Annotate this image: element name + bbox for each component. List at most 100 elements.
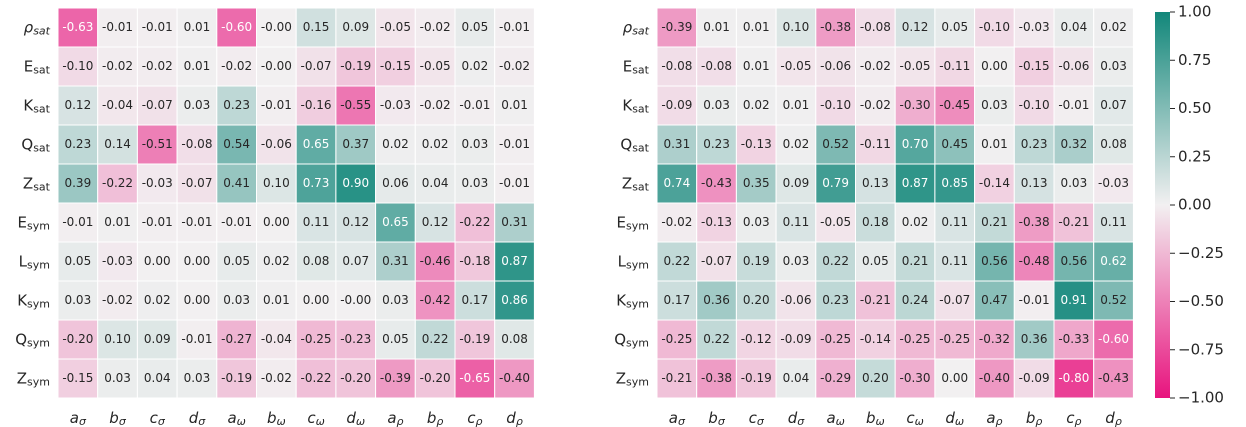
label-subscript: sat bbox=[632, 181, 649, 194]
cell-label: 0.06 bbox=[382, 176, 409, 190]
cell-label: -0.00 bbox=[261, 59, 292, 73]
heatmap-cell bbox=[815, 241, 856, 282]
cell-label: -0.63 bbox=[62, 20, 93, 34]
cell-label: 0.20 bbox=[862, 371, 889, 385]
heatmap-cell bbox=[656, 358, 698, 399]
label-subscript: sym bbox=[626, 259, 649, 272]
label-subscript: σ bbox=[119, 415, 127, 427]
cell-label: -0.14 bbox=[979, 176, 1010, 190]
label-subscript: sat bbox=[33, 181, 50, 194]
cell-label: 0.87 bbox=[501, 254, 528, 268]
cell-label: 0.01 bbox=[981, 137, 1008, 151]
heatmap-cell bbox=[855, 46, 896, 87]
heatmap-cell bbox=[57, 358, 99, 399]
cell-label: 0.13 bbox=[1021, 176, 1048, 190]
axis-label: Esym bbox=[18, 213, 50, 233]
label-subscript: ω bbox=[836, 415, 845, 427]
cell-label: -0.43 bbox=[1098, 371, 1129, 385]
cell-label: -0.08 bbox=[661, 59, 692, 73]
heatmap-cell bbox=[934, 163, 976, 204]
label-subscript: ρ bbox=[436, 415, 443, 427]
heatmap-cell bbox=[256, 241, 297, 282]
heatmap-cell bbox=[494, 7, 535, 48]
axis-label: bσ bbox=[708, 409, 726, 427]
cell-label: 0.00 bbox=[184, 293, 211, 307]
cell-label: -0.07 bbox=[701, 254, 732, 268]
heatmap-cell bbox=[656, 46, 698, 87]
label-symbol: K bbox=[17, 291, 28, 309]
heatmap-cell bbox=[735, 280, 777, 321]
label-subscript: sym bbox=[626, 220, 649, 233]
cell-label: -0.60 bbox=[221, 20, 252, 34]
cell-label: 0.24 bbox=[902, 293, 929, 307]
cell-label: 0.04 bbox=[1060, 20, 1087, 34]
cell-label: -0.38 bbox=[701, 371, 732, 385]
axis-label: Lsym bbox=[618, 252, 649, 272]
heatmap-cell bbox=[494, 358, 535, 399]
heatmap-cell bbox=[1053, 280, 1095, 321]
cell-label: -0.02 bbox=[221, 59, 252, 73]
heatmap-cell bbox=[216, 163, 258, 204]
label-symbol: b bbox=[708, 409, 718, 427]
cell-label: 0.03 bbox=[64, 293, 91, 307]
heatmap-cell bbox=[454, 85, 496, 126]
label-symbol: Q bbox=[21, 135, 33, 153]
label-subscript: σ bbox=[198, 415, 206, 427]
label-symbol: Q bbox=[15, 330, 27, 348]
cell-label: -0.02 bbox=[661, 215, 692, 229]
label-symbol: d bbox=[506, 409, 516, 427]
cell-label: 0.03 bbox=[184, 98, 211, 112]
cell-label: 0.12 bbox=[902, 20, 929, 34]
cell-label: -0.02 bbox=[420, 98, 451, 112]
label-symbol: ρ bbox=[24, 18, 34, 36]
cell-label: 0.70 bbox=[902, 137, 929, 151]
label-subscript: sym bbox=[626, 376, 649, 389]
heatmap-cell bbox=[97, 7, 138, 48]
axis-label: Zsat bbox=[622, 174, 650, 194]
cell-label: -0.13 bbox=[701, 215, 732, 229]
cell-label: 0.56 bbox=[1060, 254, 1087, 268]
colorbar-tick-label: 0.50 bbox=[1178, 99, 1211, 117]
heatmap-cell bbox=[494, 46, 535, 87]
heatmap-cell bbox=[256, 46, 297, 87]
cell-label: -0.01 bbox=[221, 215, 252, 229]
axis-label: Qsym bbox=[15, 330, 50, 350]
heatmap-cell bbox=[176, 358, 218, 399]
label-subscript: ρ bbox=[1115, 415, 1122, 427]
cell-label: 0.01 bbox=[104, 215, 131, 229]
label-subscript: sat bbox=[33, 64, 50, 77]
heatmap-cell bbox=[176, 46, 218, 87]
label-symbol: E bbox=[617, 213, 626, 231]
colorbar-tick-label: −0.50 bbox=[1178, 292, 1224, 310]
label-subscript: σ bbox=[797, 415, 805, 427]
cell-label: -0.04 bbox=[261, 332, 292, 346]
cell-label: -0.55 bbox=[340, 98, 371, 112]
heatmap-cell bbox=[216, 202, 258, 243]
cell-label: -0.33 bbox=[1058, 332, 1089, 346]
cell-label: -0.19 bbox=[340, 59, 371, 73]
cell-label: 0.56 bbox=[981, 254, 1008, 268]
heatmap-cell bbox=[176, 241, 218, 282]
cell-label: -0.21 bbox=[860, 293, 891, 307]
label-subscript: ρ bbox=[1035, 415, 1042, 427]
cell-label: -0.00 bbox=[340, 293, 371, 307]
cell-label: -0.03 bbox=[142, 176, 173, 190]
cell-label: 0.36 bbox=[1021, 332, 1048, 346]
cell-label: -0.39 bbox=[380, 371, 411, 385]
cell-label: -0.12 bbox=[741, 332, 772, 346]
heatmap-cell bbox=[335, 241, 377, 282]
heatmap-cell bbox=[696, 85, 737, 126]
cell-label: -0.18 bbox=[459, 254, 490, 268]
label-subscript: sym bbox=[626, 298, 649, 311]
cell-label: -0.04 bbox=[102, 98, 133, 112]
cell-label: 0.01 bbox=[501, 98, 528, 112]
heatmap-cell bbox=[454, 46, 496, 87]
colorbar-tick-label: 0.00 bbox=[1178, 196, 1211, 214]
heatmap-cell bbox=[295, 319, 337, 360]
cell-label: -0.02 bbox=[420, 20, 451, 34]
heatmap-cell bbox=[974, 7, 1015, 48]
cell-label: -0.06 bbox=[780, 293, 811, 307]
heatmap-cell bbox=[775, 7, 817, 48]
cell-label: -0.06 bbox=[261, 137, 292, 151]
